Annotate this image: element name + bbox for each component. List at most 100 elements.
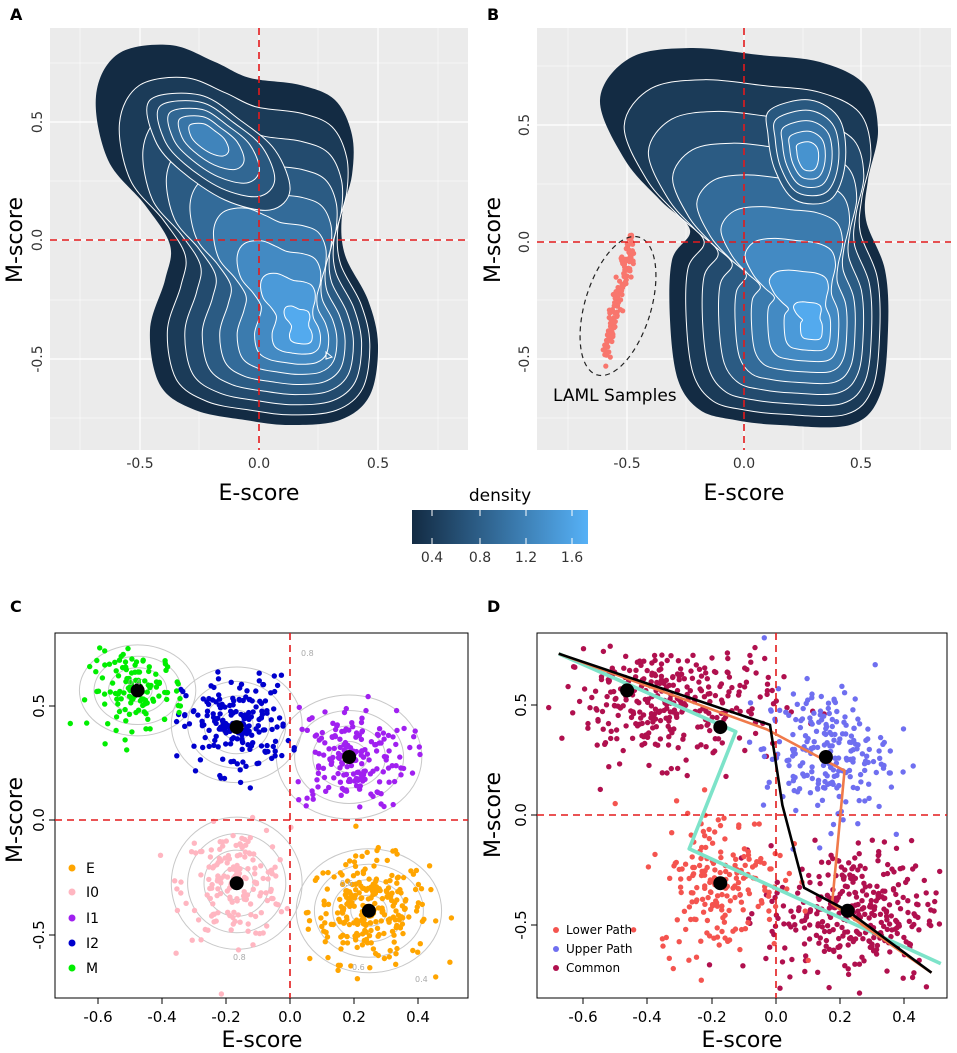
- data-point-lower-path: [782, 877, 789, 884]
- data-point-common: [912, 863, 919, 869]
- data-point-upper-path: [811, 710, 817, 716]
- data-point-lower-path: [686, 904, 693, 910]
- data-point-E: [378, 918, 384, 924]
- data-point-lower-path: [700, 828, 707, 835]
- data-point-M: [176, 709, 182, 716]
- data-point-upper-path: [880, 765, 887, 771]
- data-point-common: [633, 667, 639, 673]
- data-point-lower-path: [683, 926, 689, 933]
- data-point-I2: [219, 701, 225, 707]
- data-point-common: [873, 951, 880, 957]
- data-point-E: [387, 947, 393, 954]
- data-point-common: [614, 736, 620, 742]
- data-point-I1: [349, 720, 355, 726]
- data-point-I0: [252, 913, 259, 920]
- data-point-I1: [358, 719, 365, 726]
- data-point-lower-path: [786, 870, 792, 877]
- data-point-upper-path: [809, 695, 815, 701]
- data-point-I0: [211, 863, 217, 869]
- data-point-upper-path: [858, 779, 864, 785]
- data-point-common: [659, 652, 665, 658]
- data-point-common: [706, 962, 713, 968]
- data-point-E: [351, 859, 358, 865]
- panel-d-xtick: 0.4: [892, 1008, 916, 1026]
- panel-c: C 0.4 0.8 0.6 0.4 0.6 0.8 E I0 I1 I2 M: [3, 597, 469, 1053]
- data-point-E: [346, 921, 353, 928]
- data-point-common: [640, 712, 647, 718]
- data-point-upper-path: [800, 705, 806, 712]
- data-point-I0: [191, 907, 198, 914]
- data-point-E: [386, 954, 392, 960]
- panel-c-xtick: -0.2: [211, 1008, 240, 1026]
- data-point-E: [339, 908, 346, 914]
- data-point-I1: [319, 729, 325, 736]
- data-point-M: [173, 688, 180, 694]
- data-point-I2: [258, 700, 265, 707]
- data-point-I0: [206, 876, 212, 883]
- data-point-I1: [296, 797, 302, 803]
- data-point-E: [348, 894, 354, 901]
- data-point-I2: [204, 712, 210, 719]
- data-point-M: [105, 721, 111, 727]
- data-point-upper-path: [831, 737, 837, 743]
- data-point-E: [447, 959, 453, 965]
- data-point-E: [417, 941, 423, 947]
- data-point-common: [895, 882, 902, 888]
- contour-ring: [294, 710, 405, 804]
- data-point-I0: [173, 950, 179, 956]
- panel-b-xtick: 0.0: [733, 456, 755, 472]
- data-point-upper-path: [797, 724, 804, 731]
- panel-d-xtick: -0.2: [697, 1008, 726, 1026]
- data-point-common: [815, 969, 821, 975]
- data-point-lower-path: [732, 862, 738, 869]
- data-point-common: [684, 658, 691, 664]
- data-point-I1: [409, 770, 416, 776]
- data-point-upper-path: [827, 729, 833, 736]
- data-point-M: [142, 701, 148, 707]
- data-point-M: [150, 696, 156, 702]
- data-point-common: [803, 914, 810, 920]
- data-point-E: [374, 925, 381, 931]
- data-point-I0: [242, 854, 248, 860]
- data-point-common: [616, 761, 623, 767]
- data-point-I2: [237, 779, 244, 786]
- data-point-M: [175, 702, 181, 709]
- data-point-E: [354, 944, 360, 951]
- data-point-M: [135, 677, 141, 683]
- data-point-I1: [321, 752, 327, 758]
- data-point-I2: [272, 738, 279, 744]
- data-point-lower-path: [721, 815, 727, 821]
- data-point-lower-path: [754, 859, 760, 865]
- panel-a-ytick: 0.0: [30, 229, 46, 251]
- data-point-upper-path: [822, 785, 828, 791]
- data-point-common: [704, 676, 710, 682]
- data-point-E: [394, 880, 400, 886]
- data-point-I1: [341, 728, 348, 734]
- data-point-common: [768, 843, 774, 849]
- data-point-E: [393, 908, 399, 914]
- panel-label-b: B: [487, 5, 499, 24]
- data-point-E: [414, 904, 420, 910]
- data-point-E: [314, 875, 320, 881]
- data-point-common: [676, 677, 682, 683]
- data-point-common: [852, 890, 859, 896]
- data-point-I1: [350, 771, 357, 777]
- data-point-I2: [246, 723, 252, 729]
- data-point-E: [354, 870, 361, 876]
- data-point-common: [753, 670, 759, 676]
- data-point-I0: [234, 896, 240, 902]
- data-point-lower-path: [730, 852, 736, 858]
- data-point-lower-path: [667, 875, 673, 881]
- data-point-common: [814, 911, 820, 917]
- legend-label-E: E: [86, 861, 95, 877]
- data-point-M: [102, 648, 108, 654]
- data-point-I2: [260, 727, 267, 733]
- data-point-common: [712, 692, 719, 699]
- data-point-lower-path: [714, 925, 720, 931]
- data-point-I1: [353, 730, 360, 736]
- data-point-E: [397, 925, 404, 931]
- data-point-M: [129, 656, 135, 662]
- data-point-I1: [344, 764, 350, 770]
- data-point-common: [659, 770, 665, 776]
- data-point-I2: [247, 785, 253, 791]
